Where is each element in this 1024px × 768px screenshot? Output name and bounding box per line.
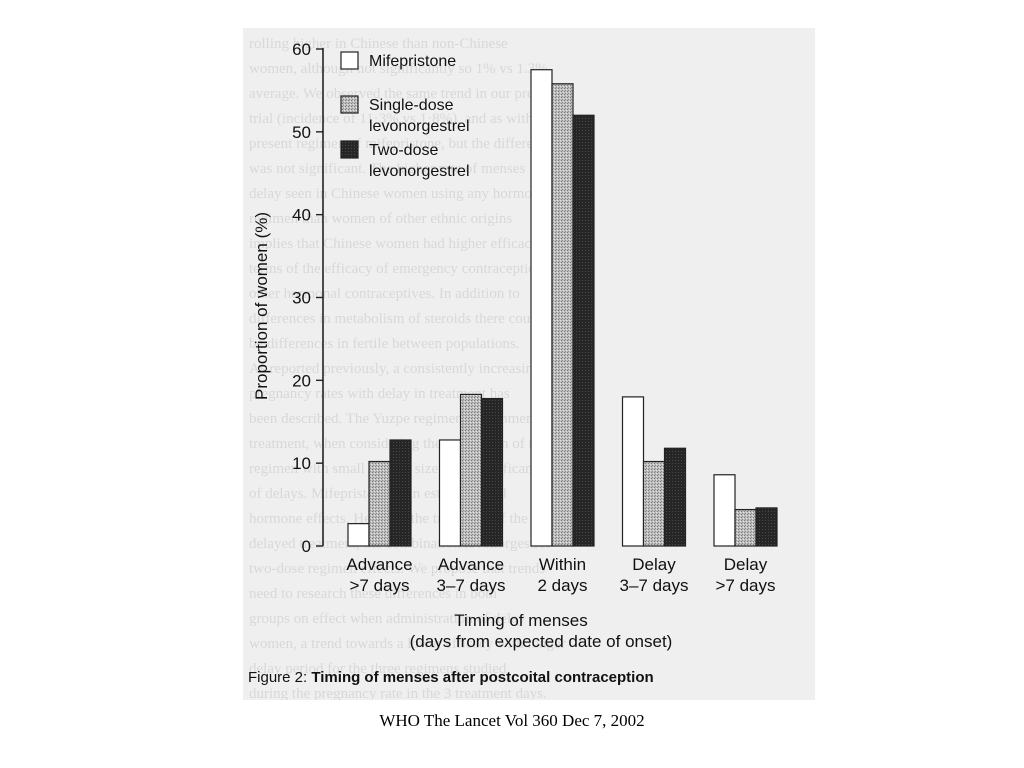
bar-1-2	[480, 397, 504, 547]
x-tick-label: Delay	[632, 555, 676, 574]
bar-2-0	[530, 69, 553, 547]
x-tick-label: Delay	[724, 555, 768, 574]
scanned-figure: rolling higher in Chinese than non-Chine…	[243, 28, 815, 700]
legend-label: Mifepristone	[369, 53, 456, 70]
y-tick-label: 60	[292, 40, 311, 59]
x-tick-label: Advance	[346, 555, 412, 574]
y-tick-label: 50	[292, 123, 311, 142]
legend-label: Two-dose	[369, 142, 438, 159]
bar-3-1	[642, 460, 666, 547]
x-tick-label: Within	[539, 555, 586, 574]
y-axis-label: Proportion of women (%)	[252, 212, 271, 400]
x-tick-label: Advance	[438, 555, 504, 574]
legend-swatch	[340, 140, 359, 159]
y-tick-label: 40	[292, 206, 311, 225]
x-tick-label: >7 days	[349, 576, 409, 595]
bar-chart: 0 10 20 30 40 50 60 Proportion of women (%) Ad…	[252, 40, 778, 651]
bar-1-1	[459, 393, 483, 547]
bar-0-2	[389, 439, 412, 547]
legend: Mifepristone Single-dose levonorgestrel Two…	[340, 51, 470, 180]
bar-4-0	[713, 474, 736, 547]
x-axis-label-line-1: Timing of menses	[454, 611, 588, 630]
y-ticks-layer: 0 10 20 30 40 50 60	[292, 40, 323, 556]
legend-label: levonorgestrel	[369, 163, 470, 180]
bar-2-1	[551, 83, 574, 547]
y-tick-label: 20	[292, 371, 311, 390]
legend-swatch	[340, 51, 359, 70]
figure-caption-title: Timing of menses after postcoital contra…	[311, 669, 654, 686]
bar-0-1	[368, 460, 391, 547]
bar-2-2	[572, 114, 595, 547]
x-tick-label: 3–7 days	[437, 576, 506, 595]
legend-label: levonorgestrel	[369, 118, 470, 135]
source-citation: WHO The Lancet Vol 360 Dec 7, 2002	[379, 711, 645, 730]
x-tick-label: >7 days	[715, 576, 775, 595]
legend-label: Single-dose	[369, 97, 454, 114]
bar-4-2	[755, 507, 778, 547]
bar-3-2	[663, 447, 687, 547]
bar-1-0	[438, 439, 462, 547]
x-tick-label: 3–7 days	[620, 576, 689, 595]
bars-layer	[347, 69, 778, 547]
y-tick-label: 30	[292, 289, 311, 308]
bar-0-0	[347, 523, 370, 547]
x-tick-label: 2 days	[537, 576, 587, 595]
y-tick-label: 10	[292, 454, 311, 473]
x-axis-label-line-2: (days from expected date of onset)	[410, 632, 673, 651]
legend-swatch	[340, 95, 359, 114]
bar-4-1	[734, 508, 757, 547]
figure-caption: Figure 2: Timing of menses after postcoi…	[248, 669, 654, 686]
bar-3-0	[621, 396, 645, 547]
figure-caption-prefix: Figure 2:	[248, 669, 308, 686]
x-category-labels: Advance >7 days Advance 3–7 days Within 2 day…	[346, 555, 775, 595]
y-tick-label: 0	[302, 537, 311, 556]
